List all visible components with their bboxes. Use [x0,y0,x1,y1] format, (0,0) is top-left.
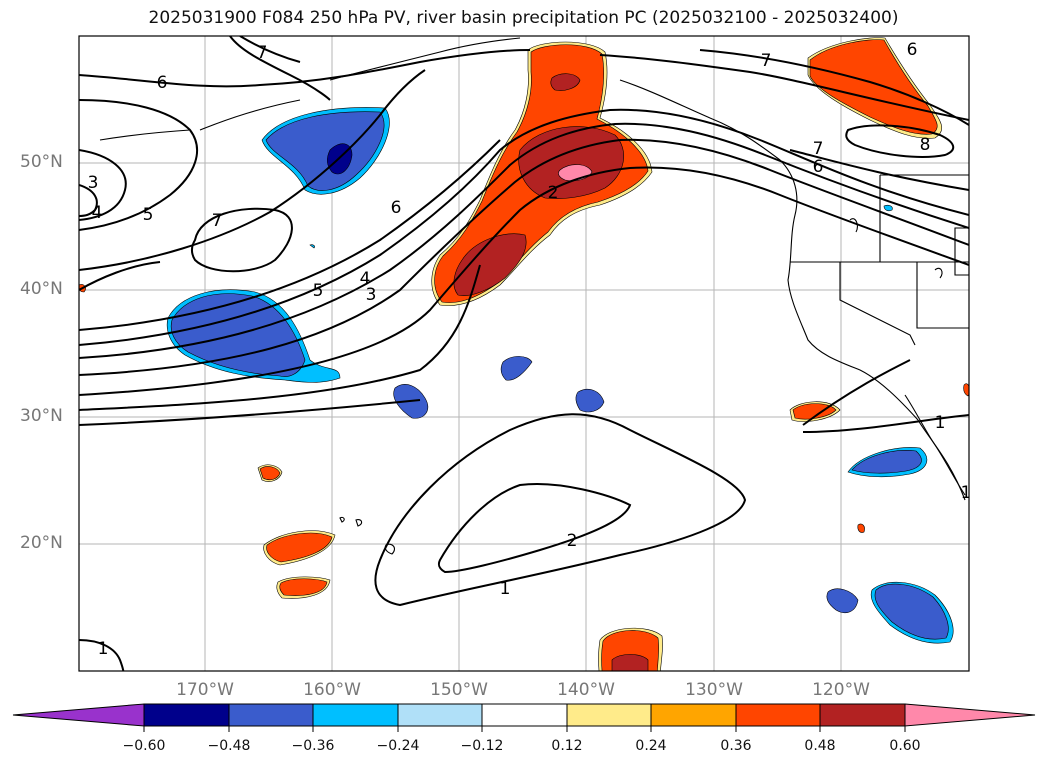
colorbar-tick: −0.12 [460,738,504,754]
lat-label-50n: 50°N [20,152,63,172]
contour-label: 6 [907,40,918,60]
colorbar-bin [735,703,821,727]
contour-label: 2 [548,183,559,203]
lon-label-170w: 170°W [176,680,234,700]
contour-label: 2 [567,531,578,551]
contour-labels: 7 6 5 4 3 7 6 5 4 3 2 7 6 8 7 6 1 2 1 1 … [88,40,972,659]
lon-label-130w: 130°W [685,680,743,700]
colorbar-bin [819,703,906,727]
lon-label-120w: 120°W [812,680,870,700]
colorbar-bin [566,703,652,727]
coastlines [99,37,969,555]
map-title: 2025031900 F084 250 hPa PV, river basin … [148,8,899,28]
colorbar-extend-right [904,703,1036,727]
lon-label-150w: 150°W [430,680,488,700]
lon-label-160w: 160°W [303,680,361,700]
contour-label: 6 [813,157,824,177]
colorbar [12,703,1036,732]
contour-label: 5 [143,205,154,225]
colorbar-tick: −0.60 [122,738,166,754]
contour-label: 3 [366,285,377,305]
contour-label: 8 [920,135,931,155]
colorbar-bin [228,703,314,727]
colorbar-tick: 0.12 [551,738,583,754]
lon-label-140w: 140°W [557,680,615,700]
colorbar-tick: −0.24 [376,738,420,754]
map-frame [78,35,970,672]
colorbar-tick: 0.48 [804,738,836,754]
pv-contours [79,36,969,671]
contour-label: 3 [88,173,99,193]
lat-label-40n: 40°N [20,279,63,299]
colorbar-bin [397,703,483,727]
contour-label: 7 [761,51,772,71]
lat-label-20n: 20°N [20,533,63,553]
contour-label: 7 [257,43,268,63]
contour-label: 5 [313,281,324,301]
colorbar-bin [143,703,230,727]
colorbar-bin [650,703,737,727]
contour-label: 1 [98,639,109,659]
contour-label: 6 [157,73,168,93]
colorbar-bin [481,703,568,727]
contour-label: 6 [391,198,402,218]
contour-label: 1 [500,579,511,599]
colorbar-tick: 0.60 [889,738,921,754]
colorbar-tick: −0.36 [291,738,335,754]
contour-label: 1 [935,413,946,433]
colorbar-extend-left [12,703,145,727]
colorbar-tick: −0.48 [207,738,251,754]
lat-label-30n: 30°N [20,406,63,426]
contour-label: 4 [92,203,103,223]
contour-label: 7 [212,211,223,231]
contour-label: 1 [961,483,972,503]
colorbar-tick: 0.36 [720,738,752,754]
contour-label: 7 [813,139,824,159]
contour-label: 4 [360,269,371,289]
colorbar-tick: 0.24 [635,738,667,754]
colorbar-bin [312,703,399,727]
